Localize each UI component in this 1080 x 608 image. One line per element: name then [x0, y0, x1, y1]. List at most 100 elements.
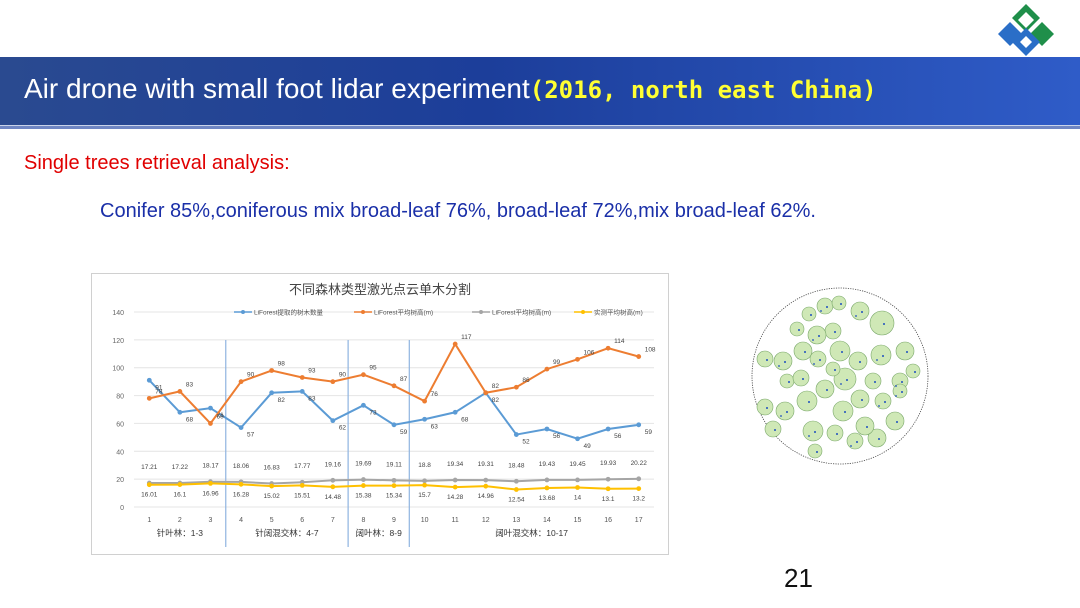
data-label: 117: [461, 334, 472, 341]
tree-crown: [779, 373, 795, 389]
x-tick-label: 11: [452, 517, 459, 524]
data-point: [391, 477, 397, 483]
tree-crown: [846, 432, 864, 450]
data-label: 14.96: [478, 493, 495, 500]
tree-top-marker: [780, 415, 782, 417]
x-tick-label: 9: [392, 517, 396, 524]
tree-crown: [832, 400, 854, 422]
y-tick-label: 140: [112, 310, 124, 317]
data-point: [605, 476, 611, 482]
data-point: [513, 432, 519, 437]
tree-top-marker: [866, 426, 868, 428]
data-label: 15.02: [264, 493, 281, 500]
tree-crown: [826, 424, 844, 442]
group-label: 阔叶林：8-9: [356, 528, 403, 538]
chart-panel: 不同森林类型激光点云单木分割 0 20 40 60 80 100 120 140 1 2 3 4 5 6 7 8…: [91, 273, 669, 555]
tree-top-marker: [882, 355, 884, 357]
data-point: [452, 484, 458, 490]
data-point: [391, 383, 397, 389]
data-label: 71: [216, 412, 224, 419]
data-label: 68: [186, 416, 194, 423]
data-label: 95: [369, 365, 377, 372]
tree-crown: [864, 372, 882, 390]
legend-entry: LiForest提取的树木数量: [254, 308, 323, 317]
data-point: [269, 483, 275, 489]
tree-top-marker: [804, 351, 806, 353]
data-label: 19.43: [539, 461, 556, 468]
tree-top-marker: [856, 441, 858, 443]
data-label: 68: [461, 416, 469, 423]
tree-top-marker: [895, 385, 897, 387]
x-tick-label: 15: [574, 517, 582, 524]
chart-title: 不同森林类型激光点云单木分割: [289, 282, 471, 297]
tree-top-marker: [878, 405, 880, 407]
tree-top-marker: [876, 359, 878, 361]
data-point: [299, 388, 305, 394]
group-label: 针阔混交林：4-7: [255, 528, 319, 538]
tree-crown: [892, 383, 908, 399]
data-point: [422, 398, 427, 404]
x-tick-label: 16: [604, 517, 612, 524]
tree-crown: [764, 420, 782, 438]
data-point: [361, 477, 366, 482]
data-label: 14: [574, 495, 582, 502]
data-point: [269, 390, 275, 396]
tree-crown: [829, 340, 851, 362]
tree-top-marker: [826, 389, 828, 391]
tree-top-marker: [816, 451, 818, 453]
data-point: [361, 372, 366, 378]
data-label: 52: [522, 439, 530, 446]
x-tick-label: 13: [512, 517, 520, 524]
tree-top-marker: [826, 306, 828, 308]
x-tick-label: 4: [239, 517, 243, 524]
data-label: 63: [431, 423, 439, 430]
data-point: [575, 485, 580, 490]
data-label: 15.38: [355, 493, 372, 500]
data-label: 90: [339, 372, 347, 379]
tree-crown: [831, 295, 847, 311]
data-point: [299, 375, 305, 380]
tree-crown: [825, 361, 841, 377]
data-point: [208, 421, 213, 426]
tree-top-marker: [798, 329, 800, 331]
tree-top-marker: [855, 315, 857, 317]
data-label: 106: [584, 349, 595, 356]
data-label: 12.54: [508, 497, 525, 504]
data-label: 20.22: [631, 460, 648, 467]
legend-marker: [361, 310, 365, 314]
x-tick-label: 12: [482, 517, 490, 524]
legend-marker: [581, 310, 585, 314]
tree-crown: [792, 369, 810, 387]
data-label: 16.96: [202, 490, 219, 497]
data-label: 56: [553, 433, 561, 440]
y-tick-label: 80: [116, 394, 124, 401]
x-tick-label: 2: [178, 517, 182, 524]
data-point: [208, 405, 213, 411]
data-point: [422, 416, 427, 422]
data-point: [391, 422, 397, 428]
data-point: [177, 409, 183, 415]
x-tick-label: 6: [300, 517, 304, 524]
tree-top-marker: [895, 395, 897, 397]
company-logo-icon: [998, 4, 1054, 56]
data-point: [146, 395, 152, 401]
tree-crown: [789, 321, 805, 337]
data-point: [636, 486, 642, 492]
data-label: 91: [155, 384, 163, 391]
title-main: Air drone with small foot lidar experime…: [24, 73, 530, 104]
data-label: 62: [339, 425, 347, 432]
tree-crown: [796, 390, 818, 412]
data-label: 16.83: [264, 465, 281, 472]
data-point: [330, 477, 336, 483]
data-label: 19.11: [386, 461, 402, 468]
data-label: 82: [492, 383, 500, 390]
tree-top-marker: [778, 365, 780, 367]
title-accent: (2016, north east China): [529, 76, 877, 104]
data-label: 14.48: [325, 494, 342, 501]
tree-crown: [855, 416, 875, 436]
data-point: [636, 354, 642, 359]
series-line: [148, 379, 639, 440]
data-label: 59: [645, 429, 653, 436]
data-point: [177, 388, 183, 394]
data-label: 17.22: [172, 464, 189, 471]
